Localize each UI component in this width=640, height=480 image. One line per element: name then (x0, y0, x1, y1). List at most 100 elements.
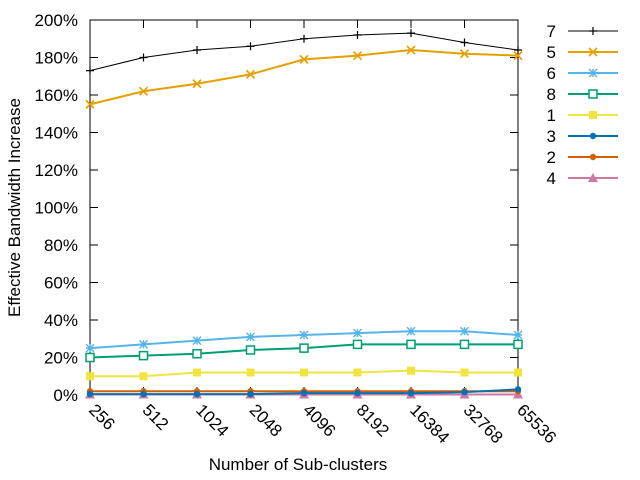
data-point (192, 79, 202, 89)
data-point (86, 372, 94, 381)
data-point (588, 68, 598, 78)
data-point (461, 388, 468, 396)
data-point (514, 46, 522, 54)
data-point (460, 326, 469, 336)
data-point (85, 99, 95, 109)
data-point (352, 51, 363, 61)
legend-item: 4 (547, 169, 618, 188)
legend-label: 2 (547, 148, 556, 167)
data-point (86, 66, 94, 75)
y-tick-label: 40% (44, 311, 78, 330)
data-point (139, 339, 148, 349)
legend-label: 4 (547, 169, 556, 188)
data-point (354, 389, 361, 397)
x-axis-label: Number of Sub-clusters (209, 455, 388, 474)
legend-label: 7 (547, 22, 556, 41)
data-point (300, 368, 308, 377)
legend-item: 2 (547, 148, 618, 167)
data-point (589, 27, 597, 35)
data-point (193, 390, 201, 398)
data-point (589, 153, 597, 161)
data-point (460, 368, 469, 377)
y-tick-label: 140% (35, 124, 78, 143)
data-point (588, 47, 598, 57)
series-1 (86, 366, 522, 381)
data-point (514, 368, 522, 377)
data-point (513, 339, 523, 350)
data-point (138, 350, 149, 361)
legend-item: 3 (547, 127, 618, 146)
series-6 (85, 326, 523, 353)
y-tick-label: 100% (35, 199, 78, 218)
data-point (138, 86, 149, 96)
data-point (299, 330, 309, 340)
series-3 (86, 386, 522, 398)
data-point (246, 368, 255, 377)
data-point (460, 38, 469, 47)
legend-label: 3 (547, 127, 556, 146)
series-7 (86, 29, 522, 75)
data-point (247, 390, 254, 398)
data-point (588, 173, 598, 182)
y-tick-label: 120% (35, 161, 78, 180)
y-tick-label: 180% (35, 49, 78, 68)
data-point (246, 332, 255, 342)
data-point (406, 326, 416, 336)
legend: 7 5 6 8 1 3 2 4 (547, 22, 618, 188)
legend-item: 7 (547, 22, 618, 41)
data-point (300, 34, 308, 43)
y-axis-label: Effective Bandwidth Increase (5, 98, 24, 317)
data-point (86, 390, 94, 398)
legend-item: 5 (547, 43, 618, 62)
data-point (407, 29, 415, 38)
legend-label: 5 (547, 43, 556, 62)
legend-label: 6 (547, 64, 556, 83)
data-point (192, 349, 202, 359)
x-tick-label: 4096 (299, 400, 339, 440)
data-point (193, 368, 201, 377)
data-point (353, 328, 362, 338)
x-tick-label: 65536 (513, 400, 560, 447)
data-point (352, 339, 363, 350)
legend-label: 8 (547, 85, 556, 104)
data-point (140, 390, 147, 398)
series-8 (85, 339, 523, 363)
data-point (193, 46, 201, 54)
legend-label: 1 (547, 106, 556, 125)
y-axis: 0% 20% 40% 60% 80% 100% 120% 140% 160% 180% 200% (35, 11, 518, 405)
data-point (513, 330, 523, 340)
data-point (300, 389, 308, 397)
series-layer (85, 29, 523, 399)
x-tick-label: 32768 (460, 400, 507, 447)
data-point (246, 42, 255, 51)
x-axis: 2 5 6 512 1024 2048 4096 8192 16384 32768 65536 (85, 20, 560, 447)
data-point (589, 111, 597, 119)
data-point (192, 336, 202, 346)
x-tick-label: 512 (139, 400, 172, 433)
y-tick-label: 60% (44, 274, 78, 293)
data-point (459, 49, 470, 59)
x-tick-label: 2048 (246, 400, 286, 440)
x-tick-label: 16384 (406, 400, 453, 447)
data-point (299, 54, 309, 64)
x-tick-label: 1024 (192, 400, 232, 440)
y-tick-label: 80% (44, 236, 78, 255)
data-point (406, 45, 416, 55)
data-point (139, 372, 148, 381)
data-point (589, 132, 597, 140)
data-point (85, 343, 95, 353)
y-tick-label: 20% (44, 349, 78, 368)
data-point (407, 389, 415, 397)
data-point (139, 53, 148, 62)
legend-item: 6 (547, 64, 618, 83)
data-point (245, 345, 256, 355)
data-point (353, 31, 362, 39)
y-tick-label: 160% (35, 86, 78, 105)
y-tick-label: 200% (35, 11, 78, 30)
legend-item: 8 (547, 85, 618, 104)
data-point (459, 339, 470, 350)
y-tick-label: 0% (53, 386, 78, 405)
x-tick-label: 8192 (353, 400, 393, 440)
data-point (514, 386, 522, 393)
